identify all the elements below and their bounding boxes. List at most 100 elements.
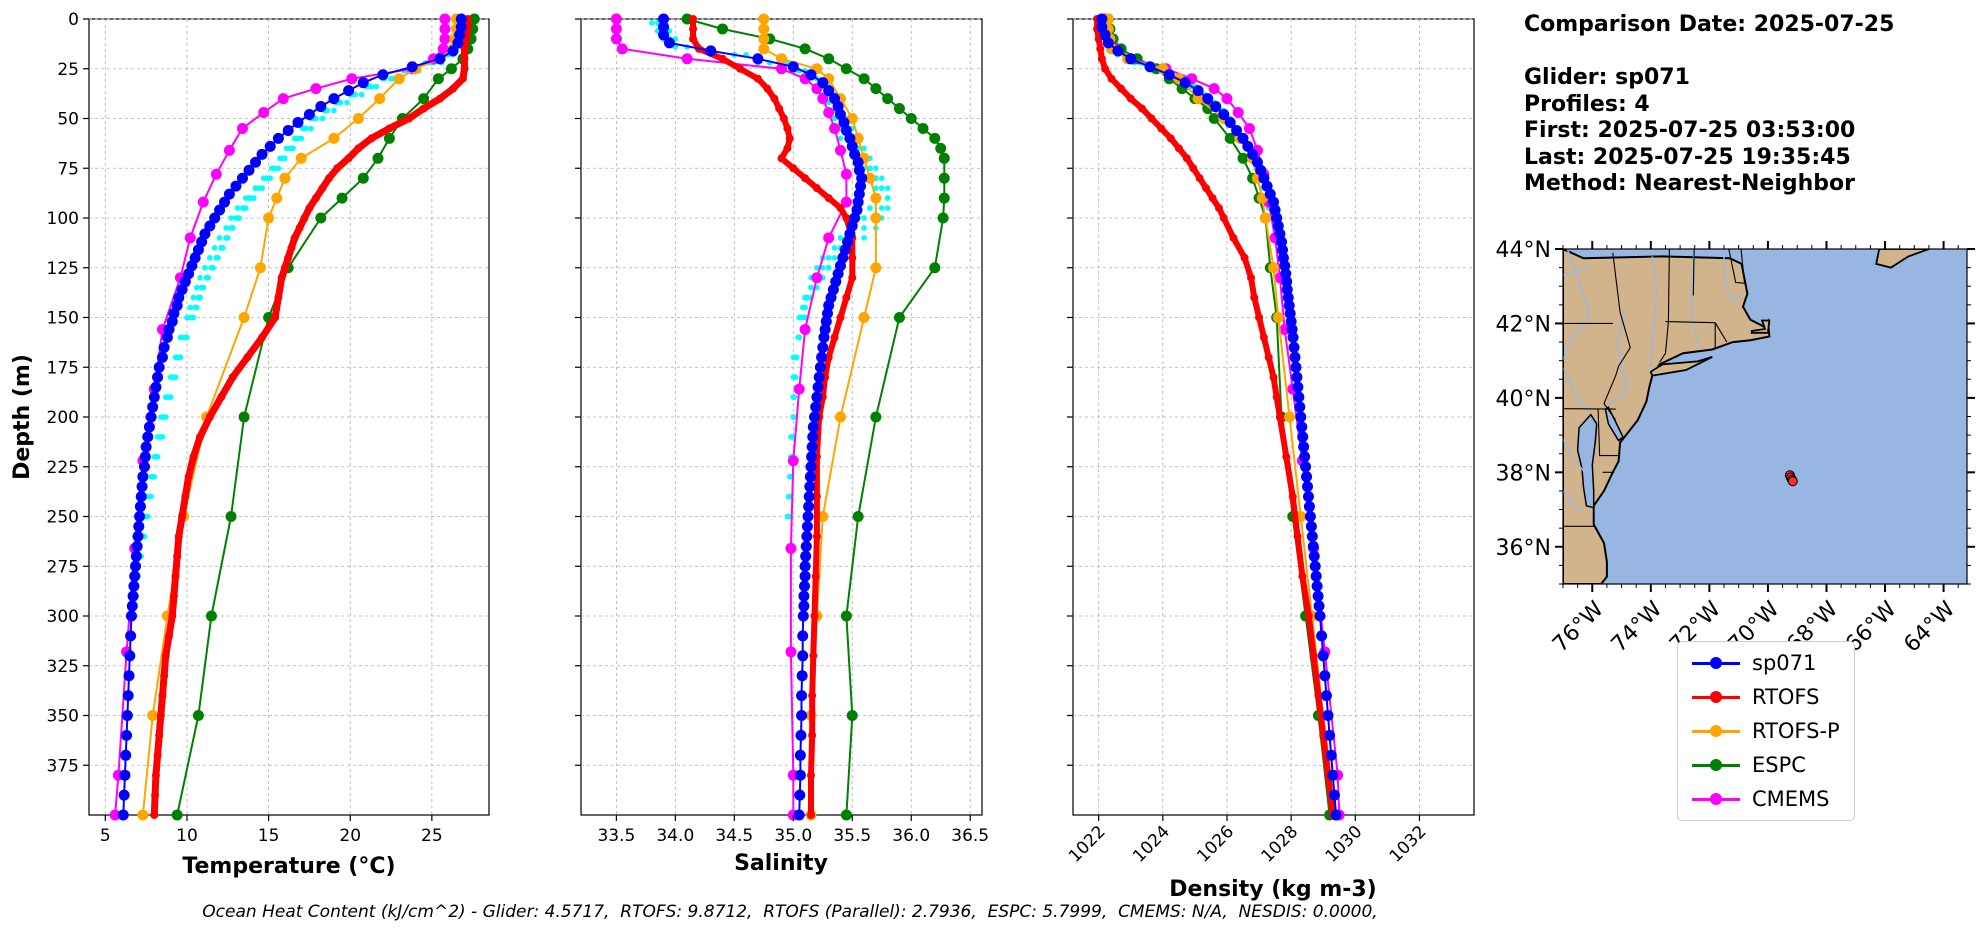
series-point-rtofs — [460, 64, 469, 73]
series-point-espc — [929, 262, 941, 274]
temperature-y-ticks: 0 25 50 75 100 125 150 175 200 225 250 275 300 325 350… — [47, 10, 89, 776]
x-tick-label: 34.0 — [656, 826, 694, 846]
series-point-rtofs-p — [254, 262, 266, 274]
series-point-rtofs-p — [776, 53, 787, 65]
state-border — [1692, 249, 1695, 296]
series-point-sp071 — [256, 148, 268, 160]
series-point-sp071 — [705, 45, 717, 57]
series-point-sp071 — [803, 501, 815, 513]
glider-raw-point — [799, 314, 806, 321]
series-point-cmems — [785, 646, 797, 658]
series-point-rtofs — [1137, 104, 1146, 113]
glider-raw-point — [241, 205, 247, 211]
series-point-sp071 — [1317, 650, 1329, 662]
series-point-rtofs — [1250, 293, 1259, 302]
series-point-sp071 — [447, 45, 459, 57]
series-point-sp071 — [1328, 789, 1340, 801]
temperature-series — [109, 13, 480, 821]
profile-count: Profiles: 4 — [1524, 91, 1650, 117]
x-tick-label: 20 — [339, 826, 361, 846]
series-point-sp071 — [1282, 292, 1294, 304]
state-border — [1597, 409, 1621, 457]
legend-item: RTOFS-P — [1686, 716, 1840, 746]
series-point-rtofs — [300, 214, 309, 222]
glider-raw-point — [786, 493, 793, 500]
series-point-sp071 — [814, 361, 826, 373]
density-x-ticks: 1022 1024 1026 1028 1030 1032 — [1065, 815, 1431, 867]
y-tick-label: 75 — [57, 159, 79, 179]
series-point-rtofs-p — [817, 511, 829, 522]
glider-raw-point — [791, 394, 798, 400]
series-point-cmems — [236, 122, 248, 134]
series-point-rtofs-p — [271, 192, 283, 204]
series-point-sp071 — [812, 381, 824, 393]
series-point-sp071 — [817, 77, 829, 89]
x-tick-label: 34.5 — [715, 826, 753, 846]
series-point-sp071 — [1276, 244, 1288, 256]
series-point-cmems — [823, 232, 835, 244]
series-point-sp071 — [1302, 491, 1314, 503]
series-point-sp071 — [147, 401, 159, 413]
series-point-cmems — [439, 33, 451, 45]
temperature-x-label: Temperature (°C) — [182, 854, 395, 879]
series-point-sp071 — [137, 471, 149, 483]
series-point-rtofs — [689, 15, 698, 23]
series-point-rtofs — [181, 492, 190, 501]
series-point-sp071 — [134, 501, 146, 513]
series-point-rtofs — [460, 44, 469, 53]
legend-item: ESPC — [1686, 750, 1806, 780]
state-border — [1659, 249, 1670, 363]
series-point-rtofs-p — [263, 212, 275, 224]
map-x-tick-label: 64°W — [1899, 597, 1960, 658]
series-point-sp071 — [132, 530, 144, 542]
glider-raw-point — [195, 294, 202, 301]
series-point-espc — [858, 73, 870, 85]
series-point-espc — [336, 192, 348, 204]
series-point-sp071 — [799, 560, 811, 572]
y-tick-label: 350 — [47, 707, 79, 727]
series-point-rtofs — [1189, 164, 1198, 173]
series-point-rtofs — [178, 512, 187, 521]
x-tick-label: 36.5 — [951, 826, 989, 846]
series-point-cmems — [817, 93, 829, 105]
glider-raw-point — [228, 215, 234, 221]
glider-raw-point — [790, 414, 797, 420]
series-point-rtofs — [1157, 124, 1166, 133]
glider-raw-point — [373, 83, 380, 90]
series-point-cmems — [811, 272, 823, 284]
series-point-rtofs-p — [870, 192, 882, 204]
y-tick-label: 125 — [47, 259, 79, 279]
series-point-rtofs — [806, 771, 815, 780]
glider-raw-point — [884, 185, 891, 191]
series-point-sp071 — [796, 710, 808, 721]
glider-raw-point — [796, 334, 802, 341]
series-point-espc — [823, 53, 835, 65]
x-tick-label: 25 — [421, 826, 443, 846]
series-point-sp071 — [1279, 260, 1291, 272]
series-point-cmems — [610, 33, 622, 45]
glider-raw-point — [331, 107, 337, 114]
glider-raw-point — [202, 264, 208, 271]
series-point-rtofs-p — [758, 43, 770, 55]
series-point-rtofs — [189, 452, 198, 461]
series-point-cmems — [840, 196, 852, 208]
series-point-sp071 — [806, 451, 818, 463]
series-point-sp071 — [1304, 511, 1316, 522]
series-point-rtofs — [1097, 54, 1106, 63]
series-point-espc — [799, 43, 811, 55]
series-point-rtofs — [763, 84, 772, 93]
series-point-espc — [846, 710, 858, 721]
map-y-tick-label: 42°N — [1496, 312, 1551, 337]
series-point-sp071 — [282, 124, 294, 136]
series-point-sp071 — [118, 789, 130, 801]
series-point-sp071 — [798, 600, 810, 612]
series-point-rtofs-p — [238, 312, 250, 323]
series-point-sp071 — [1242, 140, 1254, 152]
series-point-sp071 — [128, 580, 140, 592]
series-point-rtofs — [808, 731, 817, 740]
series-point-espc — [938, 152, 950, 164]
series-point-rtofs — [785, 134, 794, 143]
series-point-sp071 — [1144, 61, 1156, 73]
density-x-label: Density (kg m-3) — [1169, 877, 1377, 902]
series-point-sp071 — [455, 13, 467, 25]
